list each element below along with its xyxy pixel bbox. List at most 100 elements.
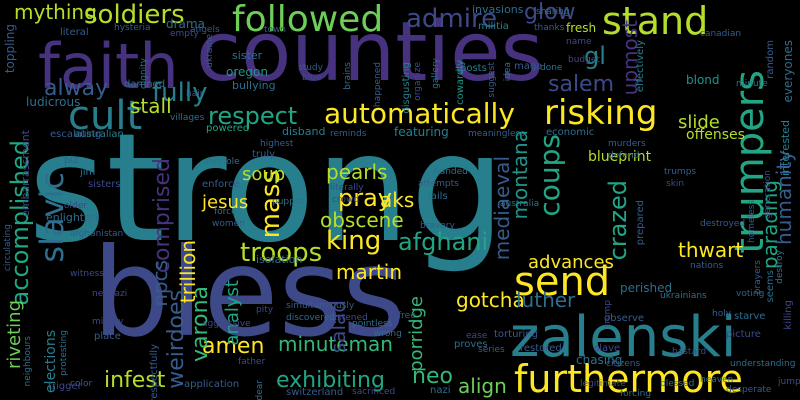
word: disgusting [401, 62, 412, 114]
word: stall [130, 94, 172, 118]
word: dear [255, 380, 265, 400]
word: blueprint [588, 149, 652, 165]
word: crowd [332, 195, 360, 205]
word: highest [260, 139, 294, 149]
word: defend [608, 151, 640, 161]
word: sacrificed [352, 387, 396, 397]
word: sharing [536, 7, 570, 17]
word: npcs [148, 260, 172, 307]
word: sisters [88, 179, 121, 190]
word: chasing [576, 353, 623, 367]
word: effectively [635, 40, 646, 93]
word: soldiers [84, 0, 185, 30]
word: wrong [374, 329, 402, 339]
word: infest [104, 368, 166, 393]
word: risking [544, 93, 658, 133]
word: king [326, 226, 382, 256]
word: slave [594, 343, 621, 354]
word: town [264, 25, 287, 35]
word: crazed [604, 180, 632, 261]
word: villages [170, 113, 205, 123]
word: ukrainians [660, 291, 707, 301]
word: fully [152, 78, 208, 108]
word: maga [514, 61, 543, 72]
word: forcing [620, 389, 652, 399]
word: simultaneously [286, 301, 355, 311]
word: killing [783, 300, 794, 330]
word: alway [44, 76, 109, 101]
word: interested [779, 120, 792, 176]
word: gotcha [456, 288, 525, 312]
word: reminds [330, 129, 367, 139]
word: powered [206, 123, 250, 134]
word: thwart [678, 238, 744, 262]
word: bastard [672, 347, 707, 357]
word: australian [74, 129, 124, 140]
word: enlighten [46, 211, 98, 224]
word: zalenski [510, 305, 737, 370]
word: handed [434, 167, 468, 177]
word: angels [190, 25, 220, 35]
word: enforce [202, 179, 240, 190]
word: coups [533, 134, 566, 217]
word: admire [406, 4, 498, 34]
word: everyones [781, 40, 795, 103]
word: faith [38, 30, 179, 103]
word: damned [124, 79, 166, 90]
word: murders [608, 139, 646, 149]
word: plz [64, 155, 79, 166]
word: trillion [176, 240, 200, 304]
word: protesting [59, 330, 69, 376]
word: troops [240, 238, 323, 268]
word: oregon [226, 65, 268, 79]
word: cult [68, 93, 143, 139]
word: pray [338, 184, 393, 212]
word: counties [196, 5, 544, 100]
word: respectfully [149, 344, 160, 400]
word: economic [546, 127, 595, 138]
word: trumps [664, 167, 697, 177]
word: aggressive [202, 319, 251, 329]
word: hysteria [114, 23, 151, 33]
word: place [94, 331, 121, 342]
word: stand [602, 0, 709, 43]
word: prepared [635, 200, 646, 246]
word: blue [302, 73, 322, 83]
word: father [238, 357, 266, 367]
word: legitimate [580, 379, 626, 389]
word: organize [413, 62, 423, 101]
word: truly [252, 149, 276, 160]
word: series [478, 345, 505, 355]
word: witness [70, 269, 105, 279]
word: featuring [394, 125, 449, 139]
word: salem [548, 72, 615, 97]
word: fresh [566, 21, 597, 35]
word: pity [256, 305, 274, 315]
word: older [64, 201, 87, 211]
word: comprised [150, 158, 175, 274]
word: blond [686, 73, 720, 87]
word: homeless [747, 200, 757, 243]
word: porridge [406, 296, 427, 372]
word: gl [584, 42, 606, 70]
word: nazi [430, 385, 451, 396]
word: militia [478, 21, 509, 32]
word: name [566, 37, 592, 47]
word: hair [186, 89, 204, 99]
word: minute [736, 79, 768, 89]
word: luther [516, 288, 576, 312]
word: budget [568, 55, 600, 65]
word: invasions [472, 3, 524, 16]
word: jesus [202, 192, 249, 213]
word: drama [166, 17, 205, 31]
word: australia [500, 199, 540, 209]
word: holy [712, 309, 732, 319]
word: study [298, 63, 323, 73]
word: sister [232, 49, 263, 62]
word: analyst [222, 280, 243, 346]
word: thanks [534, 23, 565, 33]
word: mything [14, 0, 97, 24]
word: perished [620, 281, 673, 295]
word: obscene [320, 208, 404, 232]
word: minuteman [278, 332, 393, 356]
